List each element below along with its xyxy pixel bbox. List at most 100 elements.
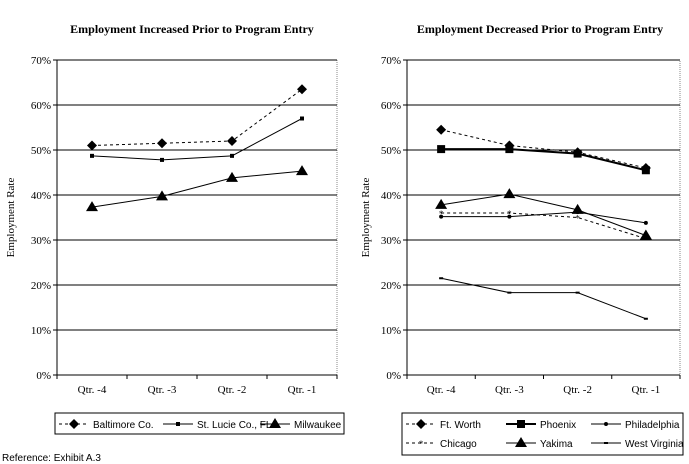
legend-marker [416,419,426,429]
legend-marker [176,422,180,426]
y-tick-label: 30% [381,235,401,247]
y-tick-label: 50% [31,145,51,157]
series-line [441,277,647,320]
legend-label: West Virginia [625,439,684,450]
y-tick-label: 20% [381,280,401,292]
data-point [505,145,514,154]
data-point [86,201,98,212]
series-yakima [435,188,652,240]
data-point [160,157,164,162]
chart-2: Employment Decreased Prior to Program En… [360,22,684,456]
data-point [571,203,584,214]
series-chicago: * * * * [439,209,649,245]
legend-marker [604,422,608,426]
data-point [643,317,648,320]
legend-label: Yakima [540,439,573,450]
legend-label: Ft. Worth [440,420,481,431]
series-line [441,148,647,172]
y-tick-label: 30% [31,235,51,247]
legend-item: Ft. Worth [406,419,481,431]
legend-item: West Virginia [591,439,684,450]
legend-marker [269,418,281,428]
data-point [507,214,512,219]
legend-item: Yakima [506,437,573,450]
y-axis-label: Employment Rate [360,178,372,258]
series-line [441,211,646,224]
data-point [507,291,512,294]
y-tick-label: 0% [386,370,401,382]
series-line [91,88,303,146]
data-point [90,153,94,158]
chart-title: Employment Increased Prior to Program En… [70,22,314,36]
series-line [441,129,646,169]
data-point: * [575,214,580,224]
series-baltimore-co- [87,84,307,151]
y-tick-label: 0% [36,370,51,382]
legend-marker [604,442,608,444]
series-st-lucie-co-fl [90,116,304,162]
chart-1: Employment Increased Prior to Program En… [5,22,345,435]
legend-marker [517,420,525,428]
data-point [296,165,308,176]
legend-box [54,412,345,435]
y-tick-label: 20% [31,280,51,292]
legend-marker [515,437,527,447]
legend-label: Milwaukee [294,420,342,431]
y-tick-label: 70% [381,55,401,67]
data-point [297,84,307,95]
series-phoenix [437,145,650,175]
data-point [157,138,167,149]
plot-area [56,59,338,376]
legend-item: Philadelphia [591,420,680,431]
series-line [441,193,647,236]
y-tick-label: 70% [31,55,51,67]
legend-label: St. Lucie Co., FL [197,420,272,431]
data-point: * [439,209,444,219]
legend-label: Phoenix [540,420,576,431]
reference-note: Reference: Exhibit A.3 [2,453,101,464]
legend-label: Philadelphia [625,420,680,431]
x-tick-label: Qtr. -2 [218,384,247,396]
legend-item: Milwaukee [260,418,342,431]
series-line [91,170,303,208]
data-point [435,198,448,209]
legend-label: Baltimore Co. [93,420,154,431]
legend-item: St. Lucie Co., FL [163,420,272,431]
y-tick-label: 10% [381,325,401,337]
data-point [230,153,234,158]
data-point [643,220,648,225]
data-point [575,291,580,294]
x-tick-label: Qtr. -2 [563,384,592,396]
y-tick-label: 40% [31,190,51,202]
legend-item: Baltimore Co. [59,419,154,431]
data-point [437,145,446,154]
data-point [87,140,97,151]
legend-item: Phoenix [506,420,576,431]
plot-area [406,59,681,376]
y-tick-label: 60% [31,100,51,112]
series-line [91,118,303,161]
x-tick-label: Qtr. -4 [427,384,456,396]
chart-title: Employment Decreased Prior to Program En… [417,22,663,36]
y-tick-label: 50% [381,145,401,157]
series-philadelphia [439,210,648,225]
x-tick-label: Qtr. -3 [148,384,177,396]
legend: Ft. Worth Phoenix Philadelphia * Chicago Yaki… [401,412,684,456]
data-point [436,124,447,135]
y-tick-label: 60% [381,100,401,112]
x-tick-label: Qtr. -3 [495,384,524,396]
data-point [641,166,650,175]
data-point [226,171,238,182]
y-axis-label: Employment Rate [5,178,17,258]
data-point: * [644,235,649,245]
data-point [300,116,304,121]
legend-marker [69,419,79,429]
series-line [441,212,647,240]
x-tick-label: Qtr. -1 [288,384,317,396]
legend-box [401,412,684,456]
x-tick-label: Qtr. -1 [632,384,661,396]
legend-marker: * [419,439,424,449]
data-point [573,149,582,158]
data-point [227,136,237,146]
